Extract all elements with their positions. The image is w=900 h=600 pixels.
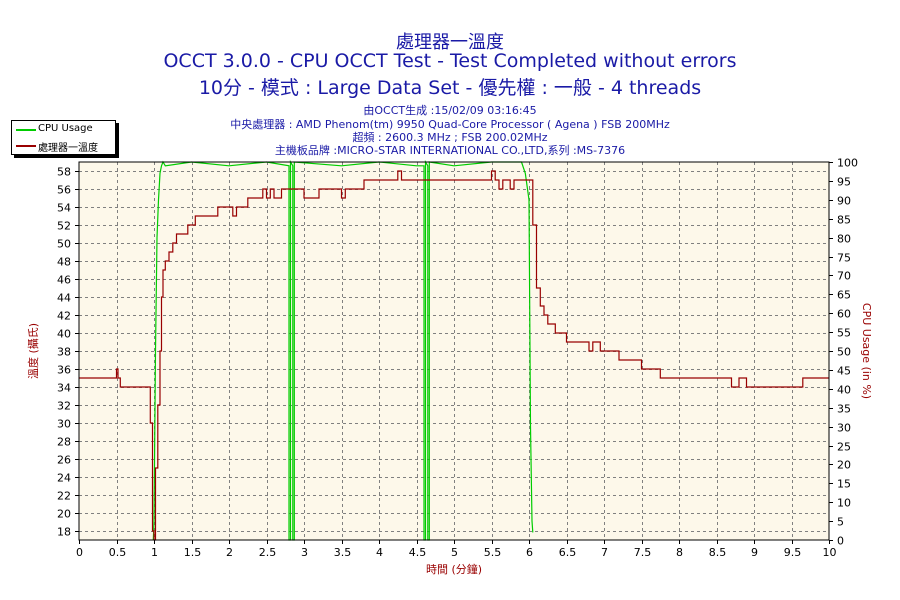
y-right-tick-label: 25 xyxy=(837,441,851,454)
legend-item-temperature: 處理器一溫度 xyxy=(12,139,115,154)
y-right-tick-label: 55 xyxy=(837,327,851,340)
x-tick-label: 6.5 xyxy=(559,546,577,559)
y-left-tick-label: 54 xyxy=(57,202,71,215)
y-right-tick-label: 100 xyxy=(837,157,858,170)
y-right-tick-label: 60 xyxy=(837,308,851,321)
y-left-tick-label: 58 xyxy=(57,166,71,179)
y-left-tick-label: 32 xyxy=(57,400,71,413)
y-left-tick-label: 36 xyxy=(57,364,71,377)
legend-label-temperature: 處理器一溫度 xyxy=(38,143,98,154)
legend: CPU Usage 處理器一溫度 xyxy=(11,120,116,155)
y-left-tick-label: 26 xyxy=(57,454,71,467)
y-left-tick-label: 22 xyxy=(57,490,71,503)
y-right-tick-label: 5 xyxy=(837,516,844,529)
y-right-tick-label: 30 xyxy=(837,422,851,435)
y-right-tick-label: 50 xyxy=(837,346,851,359)
legend-item-cpu-usage: CPU Usage xyxy=(12,123,115,137)
y-left-tick-label: 52 xyxy=(57,220,71,233)
x-axis-label: 時間 (分鐘) xyxy=(426,562,482,576)
y-right-tick-label: 0 xyxy=(837,535,844,548)
y-left-tick-label: 18 xyxy=(57,526,71,539)
x-tick-label: 6 xyxy=(526,546,533,559)
y-left-tick-label: 30 xyxy=(57,418,71,431)
y-left-tick-label: 42 xyxy=(57,310,71,323)
y-right-tick-label: 65 xyxy=(837,289,851,302)
grid-lines xyxy=(79,162,829,540)
y-left-tick-label: 40 xyxy=(57,328,71,341)
info-cpu: 中央處理器 : AMD Phenom(tm) 9950 Quad-Core Pr… xyxy=(230,118,670,131)
x-tick-label: 9 xyxy=(751,546,758,559)
y-right-tick-label: 45 xyxy=(837,365,851,378)
legend-swatch-temperature xyxy=(16,145,36,147)
y-left-tick-label: 46 xyxy=(57,274,71,287)
x-tick-label: 8.5 xyxy=(709,546,727,559)
y-left-tick-label: 28 xyxy=(57,436,71,449)
y-left-tick-label: 34 xyxy=(57,382,71,395)
x-tick-label: 4.5 xyxy=(409,546,427,559)
x-tick-label: 5 xyxy=(451,546,458,559)
y-axis-left: 18 20 22 24 26 28 30 32 34 36 38 40 42 44 46 48 50 52 54 56… xyxy=(57,166,79,539)
x-tick-label: 2.5 xyxy=(259,546,277,559)
chart-subtitle-mode: 10分 - 模式 : Large Data Set - 優先權 : 一般 - 4… xyxy=(198,77,702,99)
info-generated: 由OCCT生成 :15/02/09 03:16:45 xyxy=(363,104,537,117)
y-left-tick-label: 56 xyxy=(57,184,71,197)
y-right-tick-label: 15 xyxy=(837,478,851,491)
legend-label-cpu-usage: CPU Usage xyxy=(38,123,93,134)
x-tick-label: 0 xyxy=(76,546,83,559)
y-left-tick-label: 38 xyxy=(57,346,71,359)
x-tick-label: 7 xyxy=(601,546,608,559)
y-left-tick-label: 20 xyxy=(57,508,71,521)
x-tick-label: 5.5 xyxy=(484,546,502,559)
y-right-tick-label: 95 xyxy=(837,176,851,189)
y-right-tick-label: 80 xyxy=(837,233,851,246)
x-tick-label: 7.5 xyxy=(634,546,652,559)
y-right-tick-label: 85 xyxy=(837,214,851,227)
legend-swatch-cpu-usage xyxy=(16,129,36,131)
y-axis-left-label: 溫度 (攝氏) xyxy=(26,323,40,379)
x-tick-label: 8 xyxy=(676,546,683,559)
series-line-temperature xyxy=(79,170,829,541)
x-tick-label: 3 xyxy=(301,546,308,559)
x-tick-label: 0.5 xyxy=(109,546,127,559)
y-right-tick-label: 90 xyxy=(837,195,851,208)
y-axis-right-label: CPU Usage (in %) xyxy=(860,303,873,399)
x-tick-label: 3.5 xyxy=(334,546,352,559)
x-axis: 0 0.5 1 1.5 2 2.5 3 3.5 4 4.5 5 5.5 6 6.5 7 7.5 8 8.5 9 9.5… xyxy=(76,540,837,559)
y-right-tick-label: 70 xyxy=(837,270,851,283)
y-left-tick-label: 24 xyxy=(57,472,71,485)
y-right-tick-label: 40 xyxy=(837,384,851,397)
x-tick-label: 4 xyxy=(376,546,383,559)
x-tick-label: 9.5 xyxy=(784,546,802,559)
y-left-tick-label: 50 xyxy=(57,238,71,251)
y-right-tick-label: 35 xyxy=(837,403,851,416)
x-tick-label: 1.5 xyxy=(184,546,202,559)
x-tick-label: 2 xyxy=(226,546,233,559)
chart-title: 處理器一溫度 xyxy=(396,32,504,53)
y-left-tick-label: 44 xyxy=(57,292,71,305)
y-right-tick-label: 75 xyxy=(837,252,851,265)
y-right-tick-label: 20 xyxy=(837,459,851,472)
chart-subtitle-test: OCCT 3.0.0 - CPU OCCT Test - Test Comple… xyxy=(163,50,737,72)
y-left-tick-label: 48 xyxy=(57,256,71,269)
y-right-tick-label: 10 xyxy=(837,497,851,510)
info-frequency: 超頻 : 2600.3 MHz ; FSB 200.02MHz xyxy=(352,131,548,144)
x-tick-label: 1 xyxy=(151,546,158,559)
x-tick-label: 10 xyxy=(823,546,837,559)
y-axis-right: 0 5 10 15 20 25 30 35 40 45 50 55 60 65 70 75 80 85 90 95 10… xyxy=(829,157,858,548)
info-motherboard: 主機板品牌 :MICRO-STAR INTERNATIONAL CO.,LTD,… xyxy=(274,144,626,157)
